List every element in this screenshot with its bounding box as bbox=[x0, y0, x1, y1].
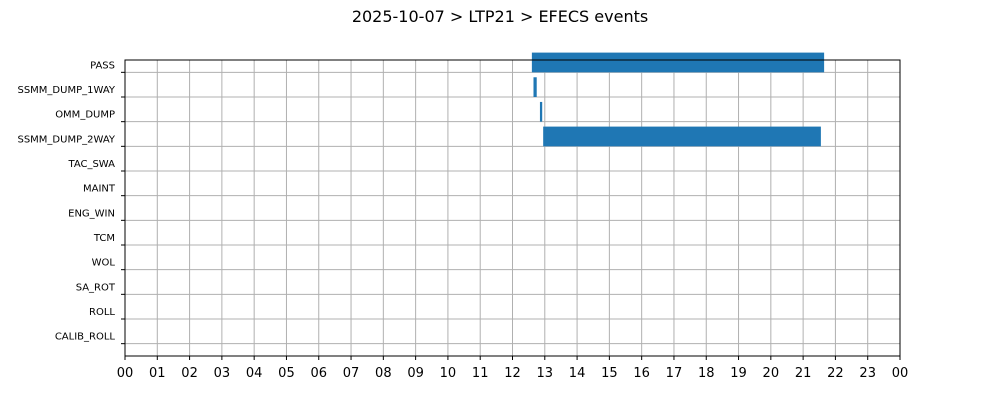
y-tick-label: SSMM_DUMP_1WAY bbox=[17, 85, 115, 96]
bars bbox=[531, 52, 825, 147]
event-bar bbox=[543, 126, 821, 147]
y-tick-label: SSMM_DUMP_2WAY bbox=[17, 134, 115, 145]
x-tick-label: 08 bbox=[375, 366, 392, 381]
x-tick-label: 06 bbox=[310, 366, 327, 381]
y-tick-label: OMM_DUMP bbox=[55, 110, 115, 121]
x-tick-label: 07 bbox=[343, 366, 360, 381]
x-tick-label: 12 bbox=[504, 366, 521, 381]
y-tick-label: TCM bbox=[93, 233, 115, 244]
x-tick-label: 18 bbox=[698, 366, 715, 381]
x-tick-label: 01 bbox=[149, 366, 166, 381]
y-tick-label: MAINT bbox=[83, 184, 116, 195]
y-tick-label: PASS bbox=[90, 60, 115, 71]
y-tick-label: WOL bbox=[92, 258, 116, 269]
x-tick-label: 05 bbox=[278, 366, 295, 381]
x-tick-label: 13 bbox=[537, 366, 554, 381]
x-tick-label: 16 bbox=[633, 366, 650, 381]
x-tick-label: 15 bbox=[601, 366, 618, 381]
x-tick-label: 11 bbox=[472, 366, 489, 381]
y-tick-label: ROLL bbox=[89, 307, 115, 318]
x-tick-label: 22 bbox=[827, 366, 844, 381]
x-tick-label: 00 bbox=[892, 366, 909, 381]
y-tick-label: TAC_SWA bbox=[67, 159, 115, 170]
grid-lines bbox=[124, 60, 901, 356]
event-bar bbox=[531, 52, 825, 73]
x-tick-label: 00 bbox=[117, 366, 134, 381]
x-tick-label: 14 bbox=[569, 366, 586, 381]
y-tick-label: ENG_WIN bbox=[68, 208, 115, 219]
x-tick-label: 19 bbox=[730, 366, 747, 381]
x-tick-label: 03 bbox=[214, 366, 231, 381]
chart-title: 2025-10-07 > LTP21 > EFECS events bbox=[352, 7, 648, 26]
x-tick-label: 21 bbox=[795, 366, 812, 381]
x-tick-label: 23 bbox=[859, 366, 876, 381]
event-bar bbox=[533, 77, 537, 97]
event-bar bbox=[539, 101, 543, 122]
x-tick-label: 10 bbox=[440, 366, 457, 381]
y-tick-label: CALIB_ROLL bbox=[55, 332, 116, 343]
x-tick-label: 04 bbox=[246, 366, 263, 381]
x-tick-label: 17 bbox=[666, 366, 683, 381]
x-tick-label: 20 bbox=[763, 366, 780, 381]
x-axis: 00 01 02 03 04 05 06 07 08 09 10 11 12 13 14 15 16 17 18 19… bbox=[117, 356, 909, 381]
y-axis: PASS SSMM_DUMP_1WAY OMM_DUMP SSMM_DUMP_2WAY… bbox=[17, 60, 125, 345]
y-tick-label: SA_ROT bbox=[76, 282, 116, 293]
x-tick-label: 02 bbox=[181, 366, 198, 381]
x-tick-label: 09 bbox=[407, 366, 424, 381]
